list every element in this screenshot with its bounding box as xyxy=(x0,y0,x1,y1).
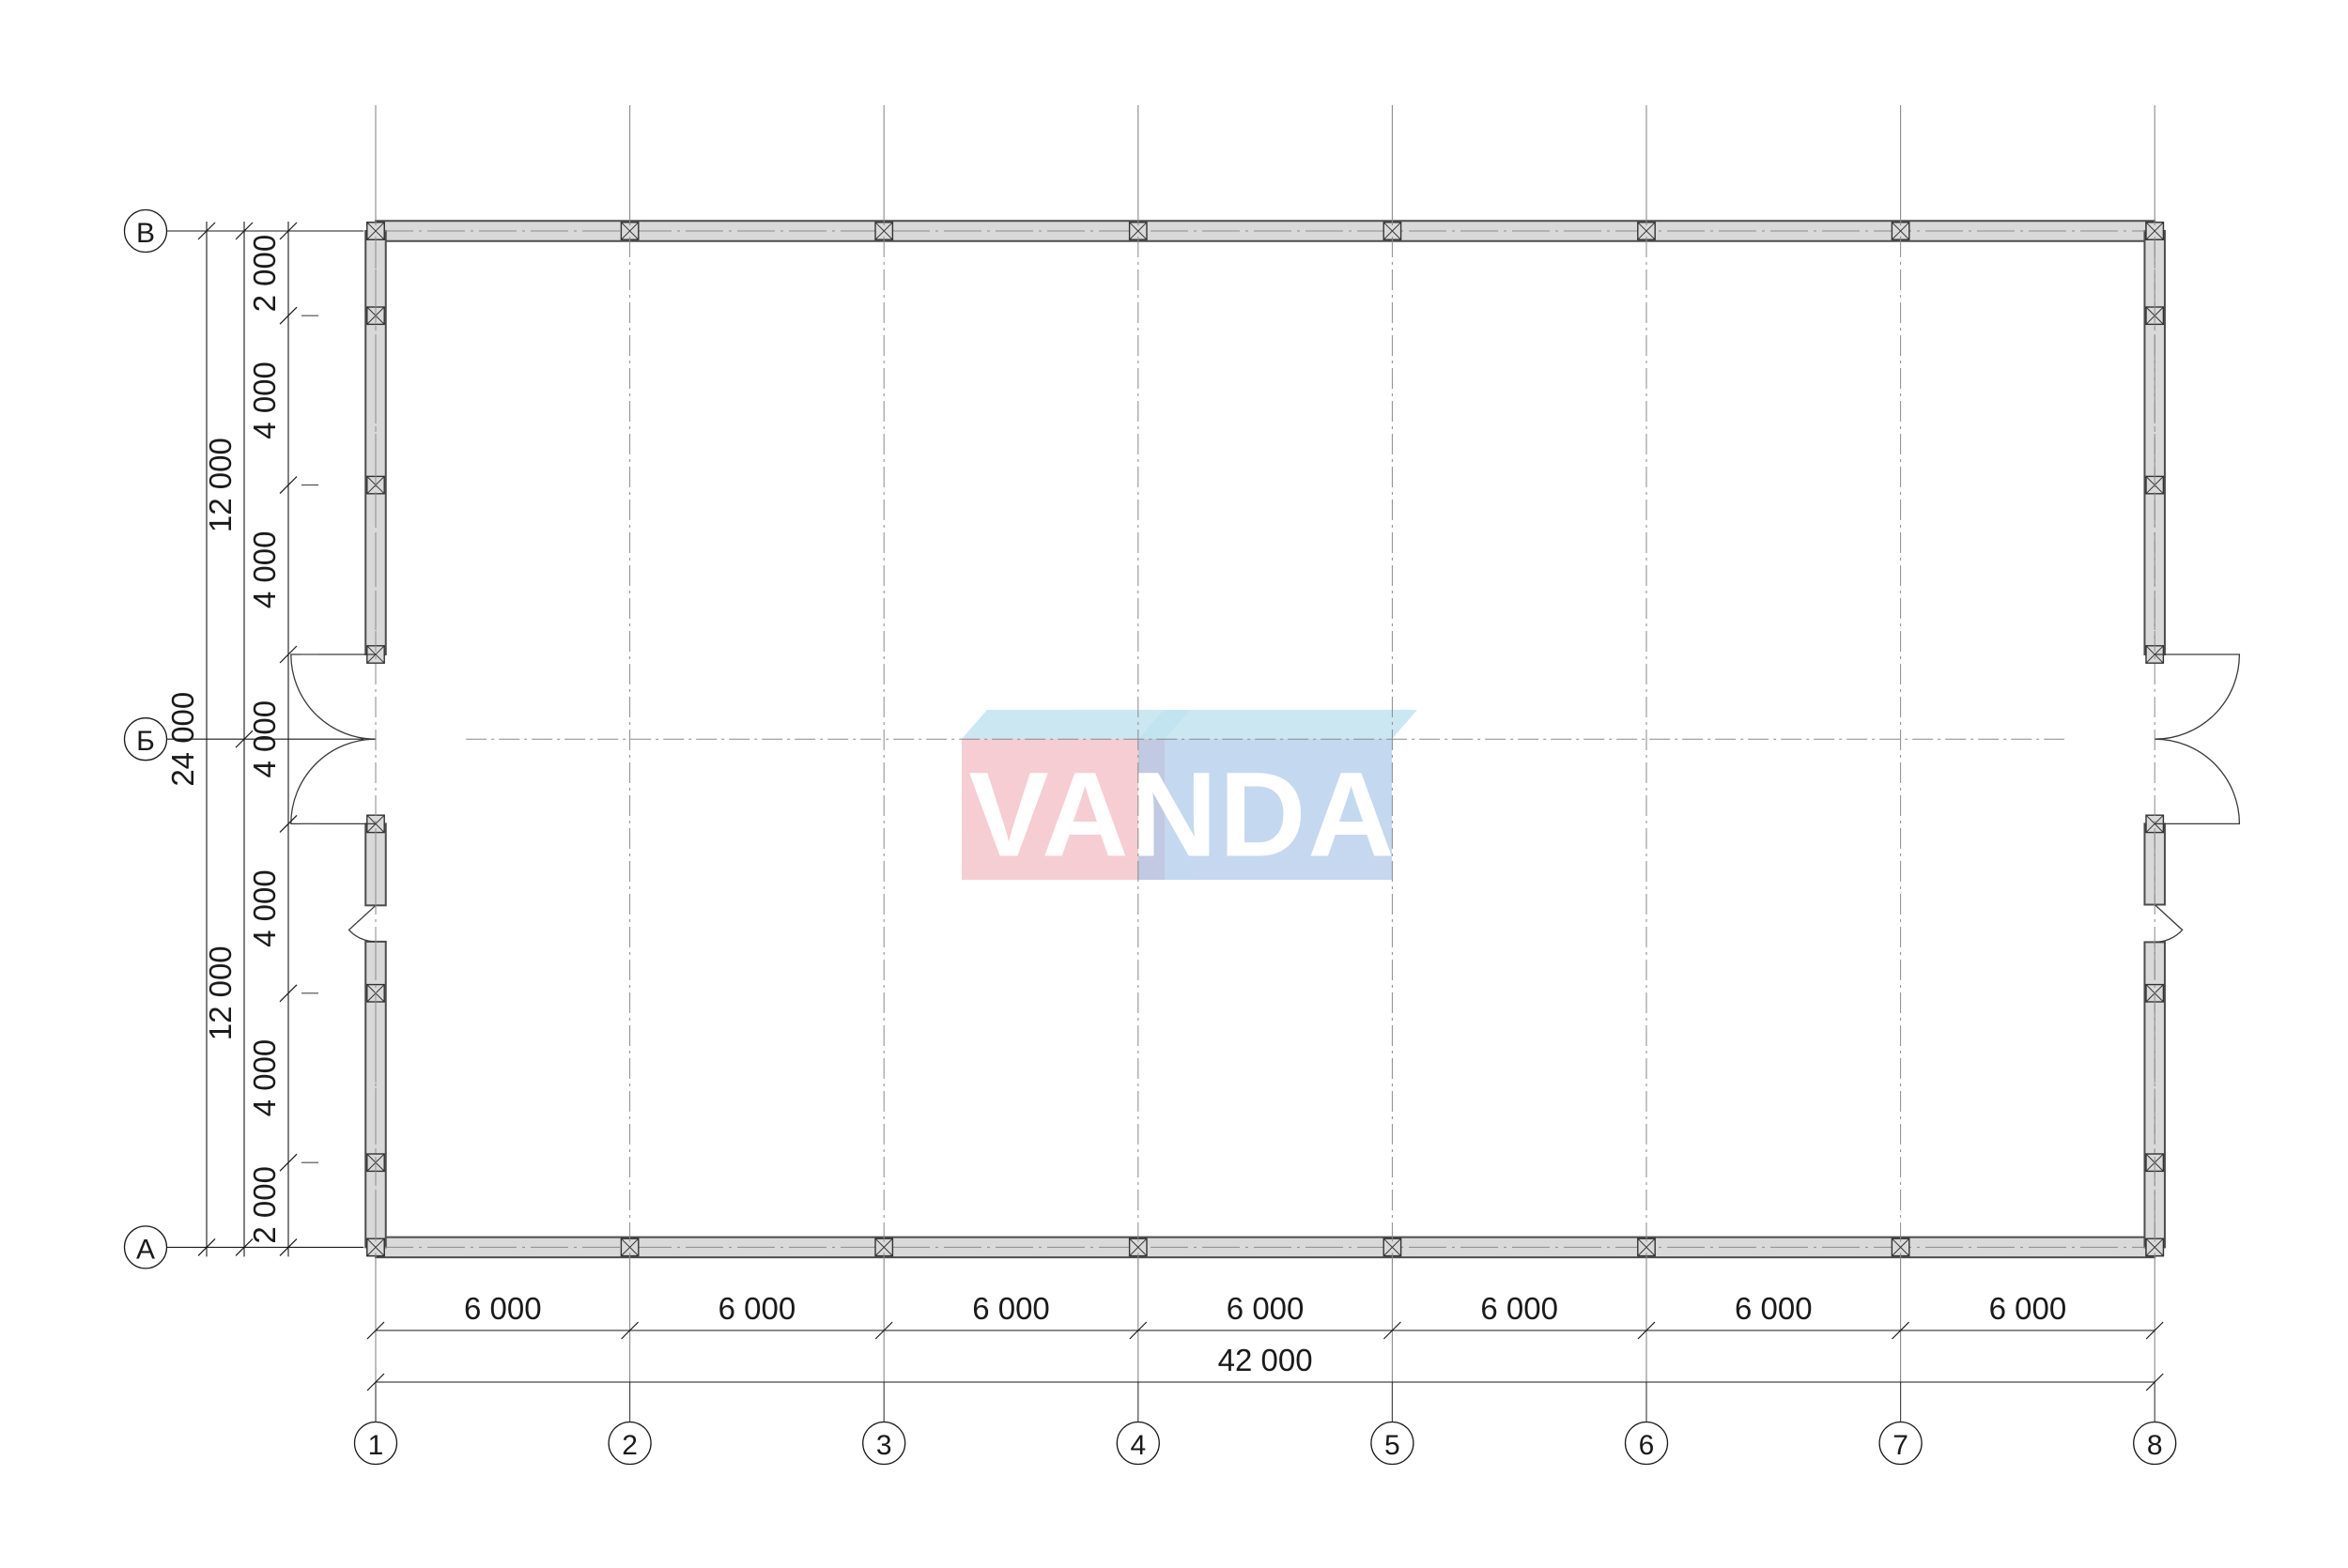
svg-text:3: 3 xyxy=(876,1430,892,1461)
svg-text:6 000: 6 000 xyxy=(1735,1291,1813,1326)
svg-text:B: B xyxy=(136,218,155,249)
svg-text:4 000: 4 000 xyxy=(247,531,282,609)
svg-text:6 000: 6 000 xyxy=(1227,1291,1305,1326)
svg-text:A: A xyxy=(136,1234,155,1265)
svg-text:4 000: 4 000 xyxy=(247,361,282,439)
svg-text:8: 8 xyxy=(2147,1430,2163,1461)
svg-text:4 000: 4 000 xyxy=(247,1039,282,1117)
svg-text:4 000: 4 000 xyxy=(247,869,282,947)
svg-text:12 000: 12 000 xyxy=(203,945,238,1040)
svg-text:12 000: 12 000 xyxy=(203,438,238,532)
svg-text:6 000: 6 000 xyxy=(718,1291,796,1326)
svg-text:VANDA: VANDA xyxy=(968,748,1397,883)
svg-text:6 000: 6 000 xyxy=(972,1291,1050,1326)
svg-text:6 000: 6 000 xyxy=(1480,1291,1558,1326)
svg-text:6: 6 xyxy=(1639,1430,1655,1461)
svg-text:1: 1 xyxy=(368,1430,384,1461)
svg-text:2 000: 2 000 xyxy=(247,1166,282,1244)
svg-text:42 000: 42 000 xyxy=(1218,1343,1313,1377)
svg-text:6 000: 6 000 xyxy=(464,1291,542,1326)
svg-text:2: 2 xyxy=(622,1430,638,1461)
svg-text:5: 5 xyxy=(1384,1430,1400,1461)
svg-text:Б: Б xyxy=(136,726,155,757)
svg-text:4: 4 xyxy=(1130,1430,1146,1461)
svg-text:7: 7 xyxy=(1892,1430,1908,1461)
svg-text:6 000: 6 000 xyxy=(1989,1291,2067,1326)
svg-text:2 000: 2 000 xyxy=(247,235,282,313)
